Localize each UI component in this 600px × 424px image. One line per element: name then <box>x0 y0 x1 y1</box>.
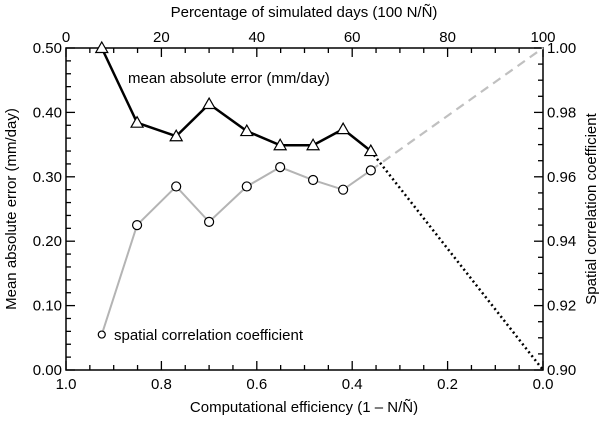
x-tick-label: 0.4 <box>342 376 363 393</box>
x-tick-label: 0.6 <box>246 376 267 393</box>
x-top-tick-label: 0 <box>62 29 70 46</box>
y-tick-label: 0.10 <box>33 298 62 315</box>
series-line-mae <box>100 47 372 153</box>
y-tick-label: 0.20 <box>33 233 62 250</box>
y-tick-label: 0.40 <box>33 104 62 121</box>
extrapolation-line-correlation <box>370 47 544 172</box>
correlation-point <box>241 181 252 192</box>
series-layer <box>94 40 544 371</box>
extrapolation-line-mae <box>369 150 544 371</box>
y-right-tick-label: 0.94 <box>547 233 576 250</box>
y-tick-label: 0.50 <box>33 40 62 57</box>
x-top-tick-label: 20 <box>153 29 170 46</box>
x-top-tick-label: 40 <box>248 29 265 46</box>
mae-point <box>239 123 254 137</box>
y-right-tick-label: 1.00 <box>547 40 576 57</box>
plot-frame <box>65 47 544 371</box>
mae-point <box>306 138 321 151</box>
correlation-point <box>171 181 182 192</box>
axes: 1.0 0.8 0.6 0.4 0.2 0.00 20 40 60 80 1000.000.100.… <box>33 29 576 393</box>
x-tick-label: 1.0 <box>56 376 77 393</box>
annotation-mae: mean absolute error (mm/day) <box>128 70 330 87</box>
x-top-axis-label: Percentage of simulated days (100 N/Ñ) <box>171 4 438 21</box>
x-top-tick-label: 60 <box>344 29 361 46</box>
y-right-axis-label: Spatial correlation coefficient <box>583 112 600 304</box>
x-top-tick-label: 100 <box>530 29 555 46</box>
y-right-tick-label: 0.90 <box>547 362 576 379</box>
mae-point <box>94 40 109 54</box>
y-right-tick-label: 0.92 <box>547 298 576 315</box>
x-axis-label: Computational efficiency (1 – N/Ñ) <box>190 399 418 416</box>
y-axis-label: Mean absolute error (mm/day) <box>3 108 20 310</box>
correlation-point <box>307 174 319 186</box>
correlation-point <box>204 216 215 227</box>
series-line-correlation <box>100 166 372 335</box>
x-tick-label: 0.8 <box>151 376 172 393</box>
correlation-point <box>131 220 143 231</box>
y-tick-label: 0.30 <box>33 169 62 186</box>
correlation-point <box>338 184 349 195</box>
correlation-point <box>275 162 286 173</box>
y-right-tick-label: 0.98 <box>547 104 576 121</box>
correlation-point <box>97 330 106 339</box>
mae-point <box>363 143 378 157</box>
x-tick-label: 0.0 <box>533 376 554 393</box>
y-tick-label: 0.00 <box>33 362 62 379</box>
correlation-point <box>365 165 376 176</box>
mae-point <box>273 138 288 151</box>
x-top-tick-label: 80 <box>439 29 456 46</box>
annotation-correlation: spatial correlation coefficient <box>114 327 304 344</box>
mae-point <box>169 129 184 142</box>
mae-point <box>336 121 351 135</box>
x-tick-label: 0.2 <box>437 376 458 393</box>
y-right-tick-label: 0.96 <box>547 169 576 186</box>
mae-point <box>130 115 145 128</box>
mae-point <box>202 96 217 110</box>
